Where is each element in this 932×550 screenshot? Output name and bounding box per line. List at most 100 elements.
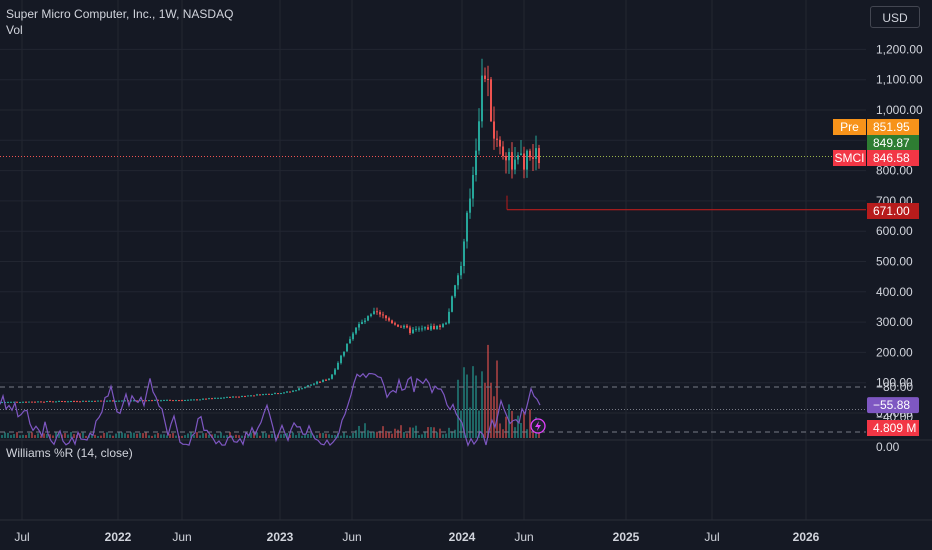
volume-bar [427,427,429,438]
candle [418,329,420,330]
wr-value: −55.88 [873,398,910,412]
candle [199,399,201,400]
candle [259,394,261,395]
candle [85,401,87,402]
volume-bar [445,434,447,438]
candle [250,395,252,396]
candle [487,79,489,80]
candle [286,392,288,393]
volume-bar [262,432,264,438]
candle [520,153,522,155]
wr-tick: 0.00 [876,440,900,454]
candle [184,400,186,401]
volume-bar [7,433,9,438]
volume-bar [397,430,399,438]
volume-bar [166,435,168,438]
candle [46,401,48,402]
volume-bar [388,432,390,438]
time-tick: 2025 [613,530,640,544]
volume-bar [361,432,363,438]
candle [109,401,111,402]
event-flash-icon[interactable] [531,419,545,433]
volume-bar [322,433,324,438]
candle [310,385,312,386]
volume-bar [490,383,492,438]
volume-bar [499,423,501,438]
candle [283,393,285,394]
price-tick: 1,100.00 [876,73,923,87]
candle [415,329,417,330]
candle [43,402,45,403]
candle [97,401,99,402]
candle [502,147,504,156]
candle [394,323,396,324]
volume-bar [109,435,111,438]
volume-bar [112,436,114,438]
candle [178,400,180,401]
candle [292,391,294,392]
volume-bar [145,432,147,438]
volume-bar [406,433,408,438]
volume-bar [475,376,477,438]
volume-bar [418,435,420,438]
volume-bar [493,396,495,438]
candle [52,401,54,402]
volume-bar [331,435,333,438]
candle [31,402,33,403]
symbol-title: Super Micro Computer, Inc., 1W, NASDAQ [6,6,233,22]
volume-bar [28,433,30,438]
candle [466,213,468,242]
candle [202,399,204,400]
candle [370,314,372,316]
price-tick: 200.00 [876,345,913,359]
volume-bar [16,432,18,438]
volume-bar [349,436,351,438]
volume-bar [184,435,186,438]
volume-bar [31,432,33,438]
candle [481,76,483,122]
volume-bar [520,423,522,438]
volume-bar [487,345,489,438]
candle [100,401,102,402]
volume-bar [526,429,528,438]
volume-bar [265,433,267,438]
candle [379,312,381,314]
candle [430,326,432,330]
volume-bar [73,434,75,438]
volume-bar [181,436,183,438]
candle [328,379,330,380]
volume-bar [391,434,393,438]
candle [25,402,27,403]
pre-value: 851.95 [873,120,910,134]
candle [238,397,240,398]
candle [241,396,243,397]
candle [253,395,255,396]
candle [511,152,513,170]
volume-bar [100,436,102,438]
candle [529,151,531,158]
volume-bar [136,434,138,438]
volume-bar [295,435,297,438]
volume-bar [85,436,87,438]
candle [421,328,423,329]
candle [499,140,501,147]
candle [382,314,384,315]
volume-bar [235,435,237,438]
candle [403,326,405,328]
candle [472,175,474,198]
currency-button[interactable]: USD [870,6,920,28]
volume-bar [151,436,153,438]
volume-bar [448,428,450,438]
volume-bar [472,366,474,438]
volume-bar [22,435,24,438]
candle [457,275,459,285]
candle [58,401,60,402]
candle [73,401,75,402]
candle [235,397,237,398]
volume-bar [484,383,486,438]
price-tick: 1,200.00 [876,42,923,56]
volume-bar [394,429,396,438]
candle [265,394,267,395]
price-axis: 1,200.001,100.001,000.00900.00800.00700.… [876,42,923,420]
